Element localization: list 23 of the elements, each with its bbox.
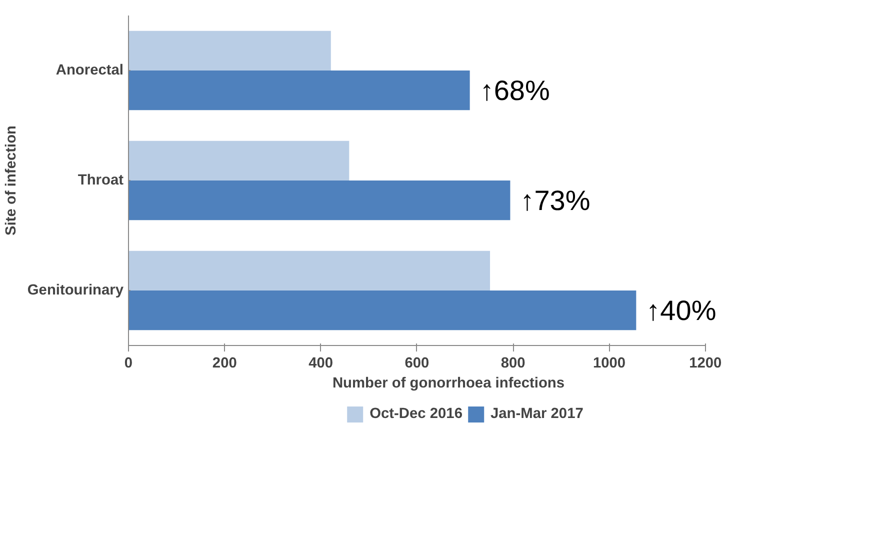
x-tick-label: 1000 [592, 356, 626, 372]
bar [128, 290, 636, 330]
x-tick-label: 0 [124, 356, 133, 372]
bar [128, 180, 510, 220]
bar [128, 70, 470, 110]
annotation: ↑73% [520, 184, 590, 216]
annotation: ↑40% [646, 294, 716, 326]
x-tick-label: 200 [212, 356, 237, 372]
x-axis-title: Number of gonorrhoea infections [332, 376, 565, 392]
x-tick-label: 800 [500, 356, 526, 372]
y-axis-title: Site of infection [3, 125, 20, 236]
bar [128, 30, 331, 70]
x-tick-label: 600 [404, 356, 430, 372]
annotation: ↑68% [480, 74, 550, 106]
x-tick-label: 1200 [689, 356, 722, 372]
y-tick-label: Genitourinary [27, 282, 124, 298]
y-tick-label: Throat [78, 172, 124, 188]
bar [128, 250, 490, 290]
legend-label: Oct-Dec 2016 [370, 406, 462, 422]
bar [128, 140, 350, 180]
x-tick-label: 400 [308, 356, 334, 372]
y-tick-label: Anorectal [56, 62, 124, 78]
legend-label: Jan-Mar 2017 [490, 406, 584, 422]
